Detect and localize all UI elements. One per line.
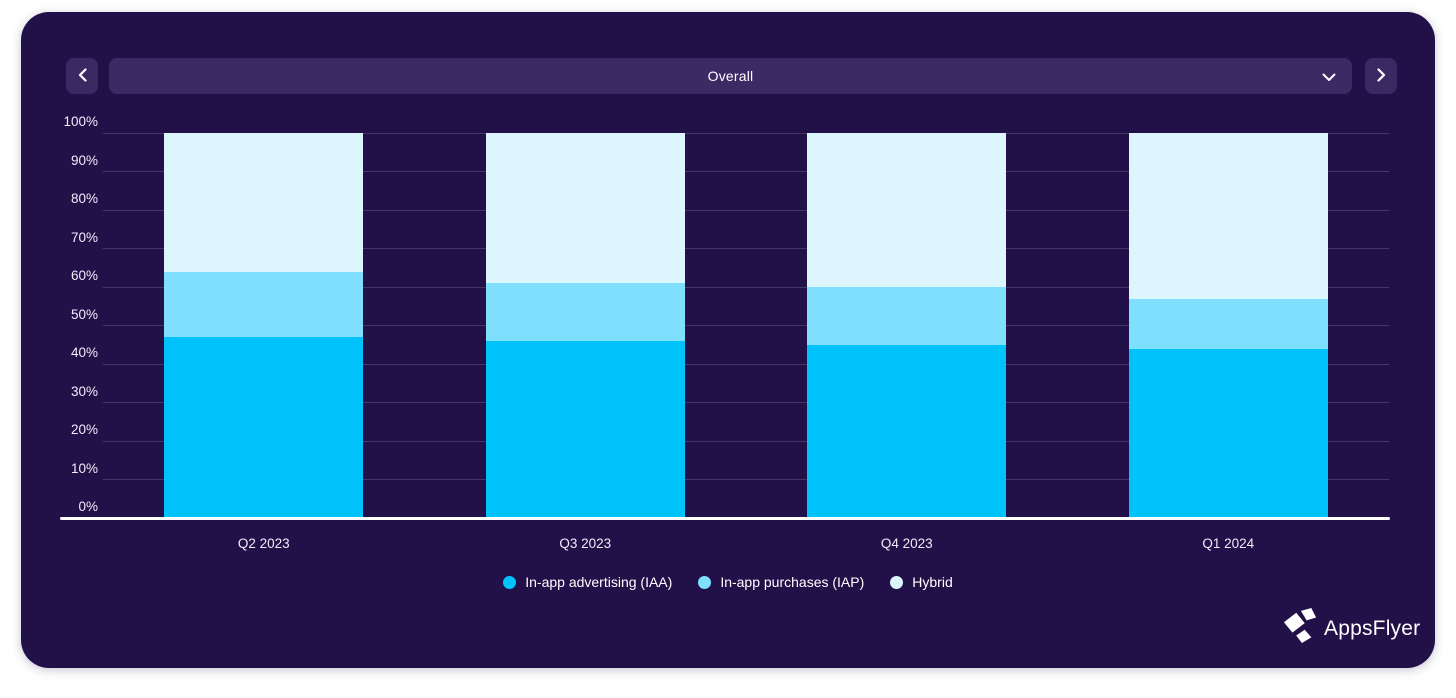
legend-swatch-icon — [503, 575, 517, 589]
gridline — [103, 479, 1389, 480]
gridline — [103, 248, 1389, 249]
gridline — [103, 132, 1389, 134]
segment-selector-value: Overall — [707, 68, 754, 84]
next-slide-button[interactable] — [1365, 58, 1397, 94]
appsflyer-pinwheel-icon — [1283, 608, 1317, 649]
bar-q2-2023 — [164, 133, 364, 518]
bar-segment-in-app-purchases-iap — [164, 271, 364, 338]
y-axis-tick-label: 50% — [70, 306, 98, 322]
bar-segment-hybrid — [164, 133, 364, 272]
gridline — [103, 363, 1389, 365]
bar-segment-hybrid — [485, 133, 685, 284]
y-axis-tick-label: 60% — [70, 268, 98, 283]
legend-label: In-app advertising (IAA) — [525, 574, 673, 590]
chevron-left-icon — [78, 67, 87, 85]
legend-swatch-icon — [698, 575, 712, 589]
segment-selector[interactable]: Overall — [109, 58, 1352, 94]
report-card: Overall 0% 10% 20% 30% 40% 50% 60% 70% 80% 90% 100… — [21, 12, 1435, 668]
bar-q1-2024 — [1128, 133, 1328, 518]
x-axis-tick-label: Q1 2024 — [1202, 536, 1255, 551]
legend-item: In-app purchases (IAP) — [698, 574, 864, 590]
chevron-down-icon — [1322, 69, 1336, 87]
gridline — [103, 286, 1389, 288]
y-axis-tick-label: 90% — [70, 152, 98, 168]
logo-text: AppsFlyer — [1324, 616, 1421, 640]
chart-legend: In-app advertising (IAA) In-app purchases… — [21, 574, 1435, 590]
bar-segment-in-app-purchases-iap — [807, 287, 1007, 345]
legend-label: In-app purchases (IAP) — [720, 574, 865, 590]
bar-segment-hybrid — [807, 133, 1007, 287]
bar-segment-in-app-purchases-iap — [1128, 298, 1328, 349]
bar-segment-hybrid — [1128, 133, 1328, 299]
bar-segment-in-app-advertising-iaa — [164, 337, 364, 518]
x-axis-line — [60, 517, 1390, 520]
chevron-right-icon — [1376, 67, 1386, 85]
legend-swatch-icon — [890, 575, 904, 589]
plot-area — [103, 132, 1389, 518]
bar-segment-in-app-advertising-iaa — [807, 344, 1007, 518]
y-axis-tick-label: 40% — [70, 345, 98, 360]
bar-segment-in-app-advertising-iaa — [485, 340, 685, 518]
y-axis-tick-label: 100% — [63, 114, 98, 129]
bar-segment-in-app-purchases-iap — [485, 283, 685, 341]
legend-item: Hybrid — [890, 574, 953, 590]
gridline — [103, 440, 1389, 442]
prev-slide-button[interactable] — [66, 58, 98, 94]
appsflyer-logo: AppsFlyer — [1283, 608, 1420, 649]
y-axis-tick-label: 20% — [70, 422, 98, 437]
legend-item: In-app advertising (IAA) — [503, 574, 672, 590]
y-axis: 0% 10% 20% 30% 40% 50% 60% 70% 80% 90% 100% — [21, 12, 98, 668]
y-axis-tick-label: 30% — [70, 383, 98, 399]
bar-segment-in-app-advertising-iaa — [1128, 348, 1328, 518]
legend-label: Hybrid — [912, 574, 953, 590]
gridline — [103, 325, 1389, 326]
x-axis-tick-label: Q3 2023 — [559, 536, 612, 551]
x-axis-tick-label: Q4 2023 — [880, 536, 933, 551]
gridline — [103, 209, 1389, 211]
bar-q4-2023 — [807, 133, 1007, 518]
y-axis-tick-label: 80% — [70, 191, 98, 206]
y-axis-tick-label: 70% — [70, 229, 98, 245]
gridline — [103, 402, 1389, 403]
x-axis-tick-label: Q2 2023 — [237, 536, 290, 551]
bar-q3-2023 — [485, 133, 685, 518]
y-axis-tick-label: 0% — [78, 499, 98, 514]
y-axis-tick-label: 10% — [70, 460, 98, 476]
gridline — [103, 171, 1389, 172]
